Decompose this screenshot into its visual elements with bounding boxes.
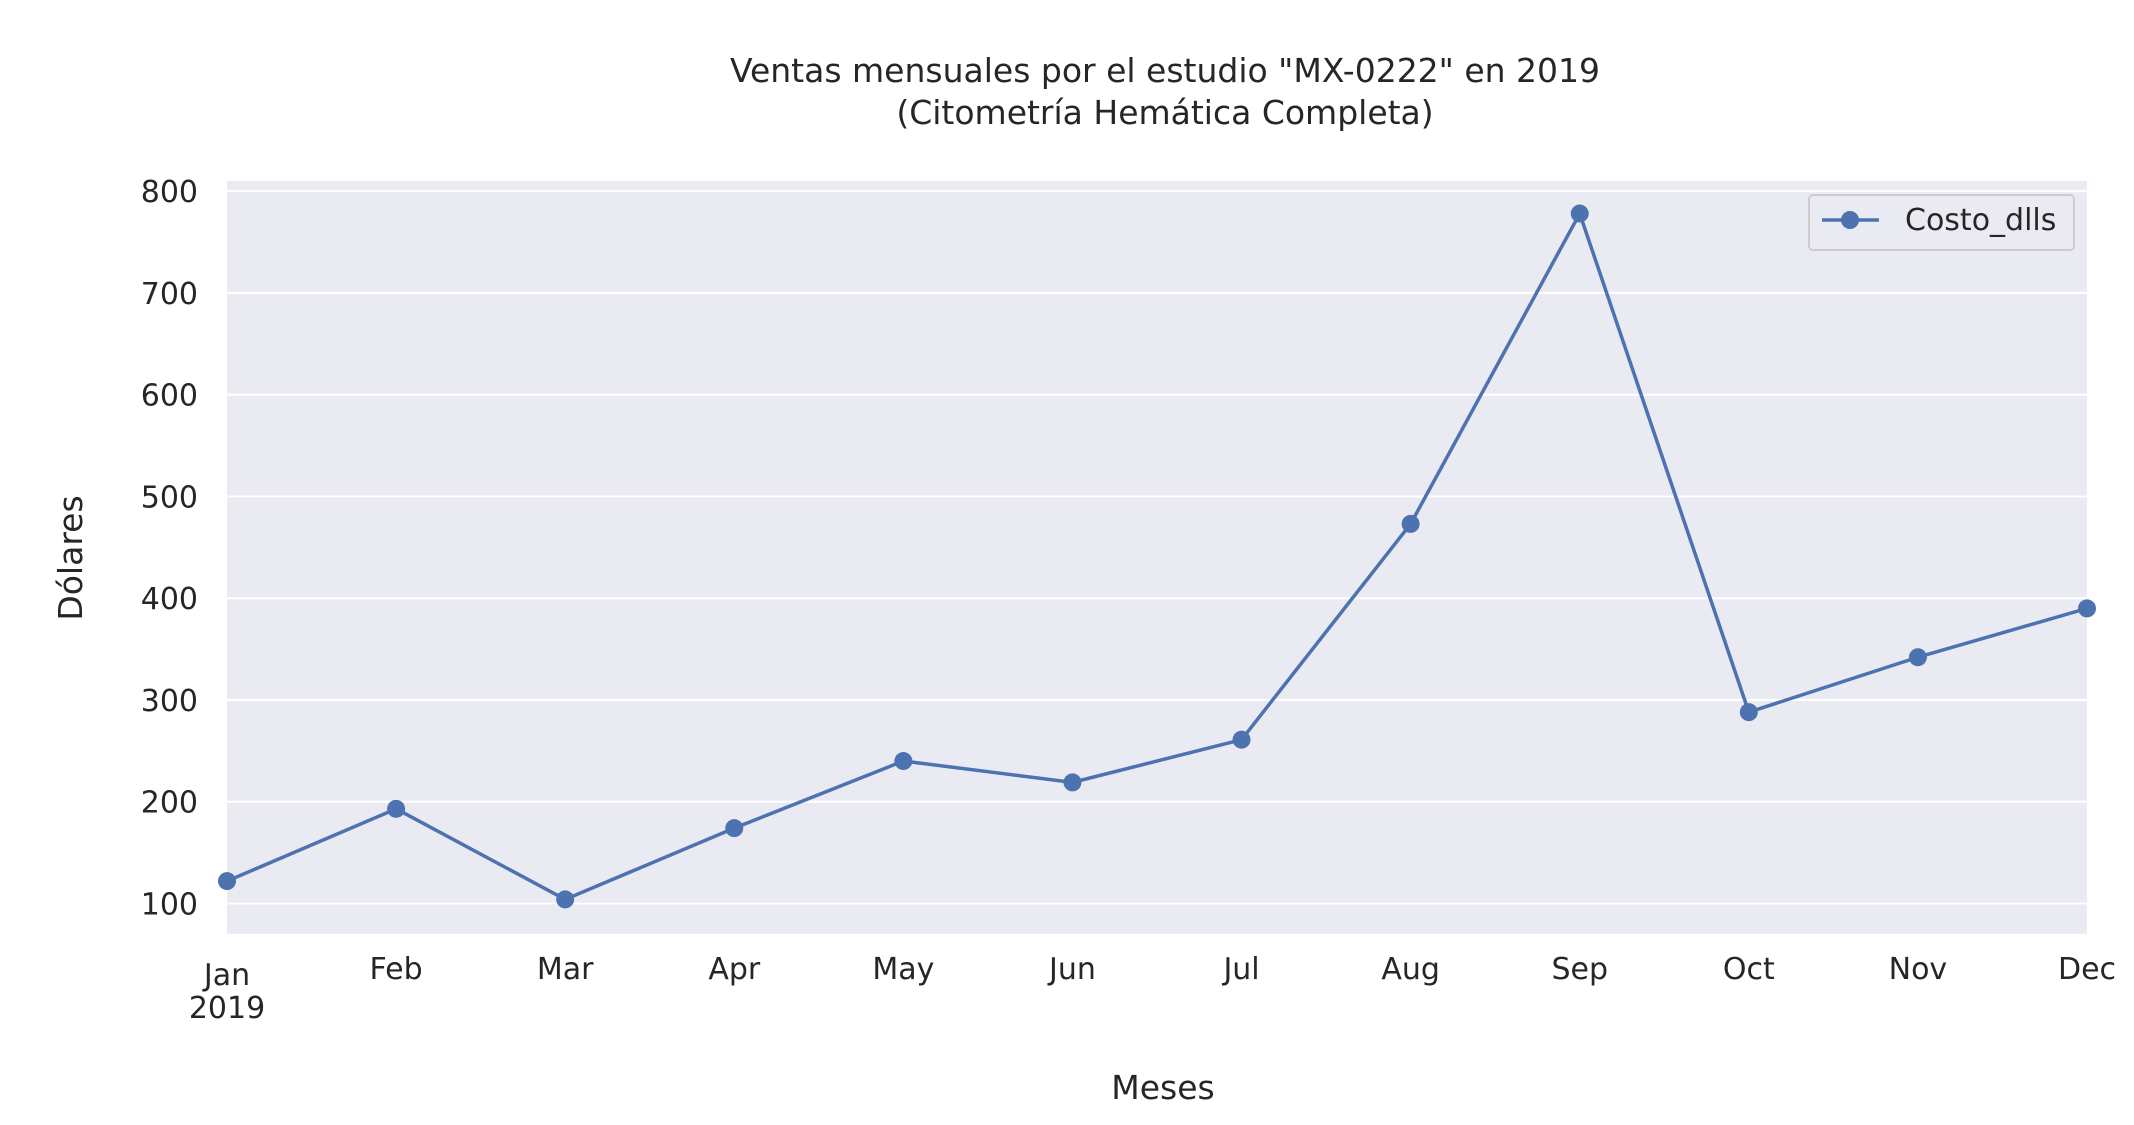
x-tick-label-jan: Jan [202,958,250,993]
x-tick-label-aug: Aug [1381,952,1440,987]
x-tick-label-jun: Jun [1047,952,1096,987]
x-tick-labels: Jan Feb Mar Apr May Jun Jul Aug Sep Oct Nov Dec 2019 [189,952,2116,1026]
data-point-apr [725,819,744,838]
data-point-aug [1401,514,1420,533]
data-point-jan [218,872,236,891]
plot-area [227,181,2087,934]
y-tick-label-600: 600 [141,379,198,414]
data-point-jun [1063,773,1082,792]
x-tick-label-jul: Jul [1221,952,1259,987]
y-tick-labels: 100 200 300 400 500 600 700 800 [141,175,198,922]
y-tick-label-300: 300 [141,684,198,719]
data-point-feb [387,799,406,818]
series-line-costo-dlls [226,211,2088,902]
y-tick-label-800: 800 [141,175,198,210]
chart-subtitle: (Citometría Hemática Completa) [896,93,1433,132]
x-tick-label-may: May [872,952,934,987]
data-point-may [894,752,913,771]
chart-title: Ventas mensuales por el estudio "MX-0222… [730,51,1600,90]
x-axis-label: Meses [1111,1068,1214,1107]
data-point-nov [1908,648,1927,667]
data-point-jul [1232,730,1251,749]
y-tick-label-500: 500 [141,480,198,515]
x-tick-label-mar: Mar [537,952,594,987]
data-point-dec [2078,599,2096,618]
series-group [218,204,2096,909]
legend-box [1808,194,2075,251]
gridlines [227,190,2087,905]
data-point-oct [1739,703,1758,722]
legend-label: Costo_dlls [1905,203,2056,238]
y-axis-label: Dólares [51,495,90,620]
y-tick-label-200: 200 [141,786,198,821]
x-tick-year-label: 2019 [189,991,265,1026]
y-tick-label-400: 400 [141,582,198,617]
data-point-mar [556,890,575,909]
x-tick-label-nov: Nov [1889,952,1948,987]
x-tick-label-dec: Dec [2058,952,2116,987]
x-tick-label-apr: Apr [708,952,761,987]
y-tick-label-100: 100 [141,887,198,922]
x-tick-label-feb: Feb [370,952,423,987]
data-point-sep [1570,204,1589,223]
x-tick-label-sep: Sep [1551,952,1608,987]
x-tick-label-oct: Oct [1723,952,1775,987]
y-tick-label-700: 700 [141,277,198,312]
legend-marker-icon [1841,211,1859,229]
legend: Costo_dlls [1808,194,2075,251]
